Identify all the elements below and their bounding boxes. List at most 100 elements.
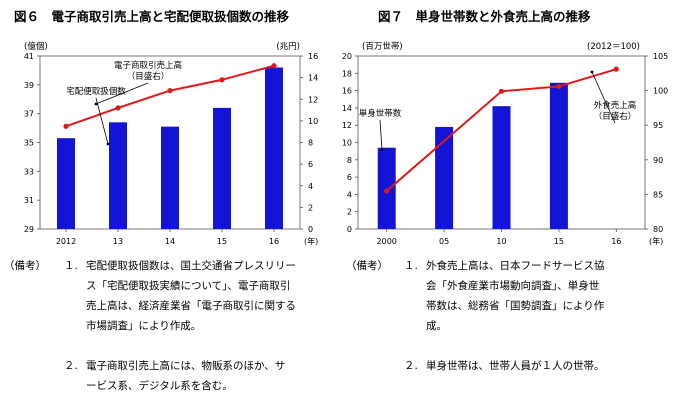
x-tick-label: 13 [113, 237, 123, 246]
right-tick-label: 85 [653, 190, 663, 199]
right-tick-label: 12 [308, 95, 318, 104]
left-tick-label: 35 [24, 139, 34, 148]
leader-line [95, 82, 149, 105]
bar [435, 126, 454, 229]
left-tick-label: 39 [24, 81, 34, 90]
note-line: 会「外食産業市場動向調査」、単身世 [426, 280, 600, 292]
line-series-label: （目盛右） [594, 111, 637, 122]
leader-line [379, 119, 383, 151]
right-tick-label: 80 [653, 225, 663, 234]
left-tick-label: 6 [347, 173, 352, 182]
line-point [613, 66, 619, 72]
bar [161, 126, 179, 229]
leader-arrowhead [590, 70, 594, 74]
left-tick-label: 31 [24, 196, 34, 205]
left-tick-label: 2 [347, 208, 352, 217]
right-tick-label: 14 [308, 74, 318, 83]
right-tick-label: 100 [653, 87, 668, 96]
line-series [386, 68, 617, 192]
line-point [115, 105, 121, 111]
right-tick-label: 6 [308, 160, 313, 169]
left-axis-unit: (百万世帯) [362, 41, 403, 52]
x-axis-unit: (年) [649, 236, 663, 246]
right-tick-label: 10 [308, 117, 318, 126]
x-tick-label: 15 [554, 237, 564, 246]
bar [549, 82, 568, 229]
right-tick-label: 2 [308, 203, 313, 212]
note-line: 売上高は、経済産業省「電子商取引に関する [86, 300, 296, 312]
note-line: ス「宅配便取扱実績について」、電子商取引 [86, 280, 291, 292]
bar [265, 67, 283, 230]
bar [57, 138, 75, 229]
note-number: １. [404, 260, 418, 272]
x-tick-label: 2012 [56, 237, 76, 246]
line-series-label: 電子商取引売上高 [114, 60, 182, 71]
leader-line [591, 71, 616, 124]
line-point [219, 77, 225, 83]
left-tick-label: 18 [342, 69, 352, 78]
left-tick-label: 10 [342, 139, 352, 148]
leader-arrowhead [380, 148, 384, 152]
bar [213, 107, 231, 229]
right-tick-label: 16 [308, 52, 318, 61]
x-tick-label: 10 [496, 237, 506, 246]
figure6-chart: 29 31 33 35 37 39 41 0 2 4 6 8 10 12 14 16 (億個) (兆円) 2012 1… [0, 36, 340, 252]
left-tick-label: 37 [24, 110, 34, 119]
right-axis-unit: (兆円) [276, 41, 300, 52]
x-tick-label: 16 [611, 237, 621, 246]
right-tick-label: 4 [308, 182, 313, 191]
left-tick-label: 8 [347, 156, 352, 165]
x-tick-label: 2000 [377, 237, 397, 246]
figure6-title: 図６ 電子商取引売上高と宅配便取扱個数の推移 [14, 9, 290, 24]
note-line: 電子商取引売上高には、物販系のほか、サ [86, 360, 286, 372]
left-tick-label: 41 [24, 52, 34, 61]
x-tick-label: 16 [269, 237, 279, 246]
right-tick-label: 90 [653, 156, 663, 165]
note-line: 単身世帯は、世帯人員が１人の世帯。 [426, 360, 605, 372]
line-point [498, 88, 505, 94]
notes-label: （備考） [346, 260, 388, 272]
figure7-title: 図７ 単身世帯数と外食売上高の推移 [378, 9, 591, 24]
note-number: １. [64, 260, 78, 272]
note-line: 外食売上高は、日本フードサービス協 [426, 260, 605, 272]
right-tick-label: 105 [653, 52, 668, 61]
line-point [63, 123, 69, 129]
left-tick-label: 33 [24, 167, 34, 176]
x-tick-label: 05 [439, 237, 449, 246]
note-number: ２. [64, 360, 78, 372]
right-tick-label: 0 [308, 225, 313, 234]
left-tick-label: 16 [342, 87, 352, 96]
right-axis-unit: (2012＝100) [587, 42, 640, 52]
notes-label: （備考） [4, 260, 46, 272]
line-point [167, 88, 173, 94]
figure7-chart: 0 2 4 6 8 10 12 14 16 18 20 80 85 90 95 100 105 (百万世帯) (20… [340, 36, 680, 252]
x-axis-unit: (年) [304, 236, 318, 246]
figure6-svg: 29 31 33 35 37 39 41 0 2 4 6 8 10 12 14 16 (億個) (兆円) 2012 1… [24, 41, 318, 246]
right-tick-label: 8 [308, 139, 313, 148]
leader-line [95, 97, 109, 145]
note-line: 帯数は、総務省「国勢調査」により作 [426, 300, 605, 312]
bar-series-label: 宅配便取扱個数 [66, 86, 126, 97]
left-tick-label: 20 [342, 52, 352, 61]
left-tick-label: 4 [347, 190, 352, 199]
line-point [271, 63, 277, 69]
left-tick-label: 12 [342, 121, 352, 130]
bar [492, 106, 511, 229]
left-tick-label: 0 [347, 225, 352, 234]
note-line: 成。 [426, 320, 447, 332]
line-point [384, 188, 390, 194]
line-series-label: 外食売上高 [594, 100, 637, 111]
line-point [556, 83, 562, 90]
right-tick-label: 95 [653, 121, 663, 130]
note-line: ービス系、デジタル系を含む。 [86, 380, 233, 392]
bar [109, 122, 127, 229]
bar-series-label: 単身世帯数 [359, 108, 402, 119]
note-line: 市場調査」により作成。 [86, 320, 202, 332]
leader-arrowhead [106, 142, 110, 146]
leader-arrowhead [94, 102, 98, 106]
left-tick-label: 29 [24, 225, 34, 234]
note-line: 宅配便取扱個数は、国土交通省プレスリリー [86, 260, 296, 272]
left-tick-label: 14 [342, 104, 352, 113]
note-number: ２. [404, 360, 418, 372]
left-axis-unit: (億個) [24, 41, 48, 52]
